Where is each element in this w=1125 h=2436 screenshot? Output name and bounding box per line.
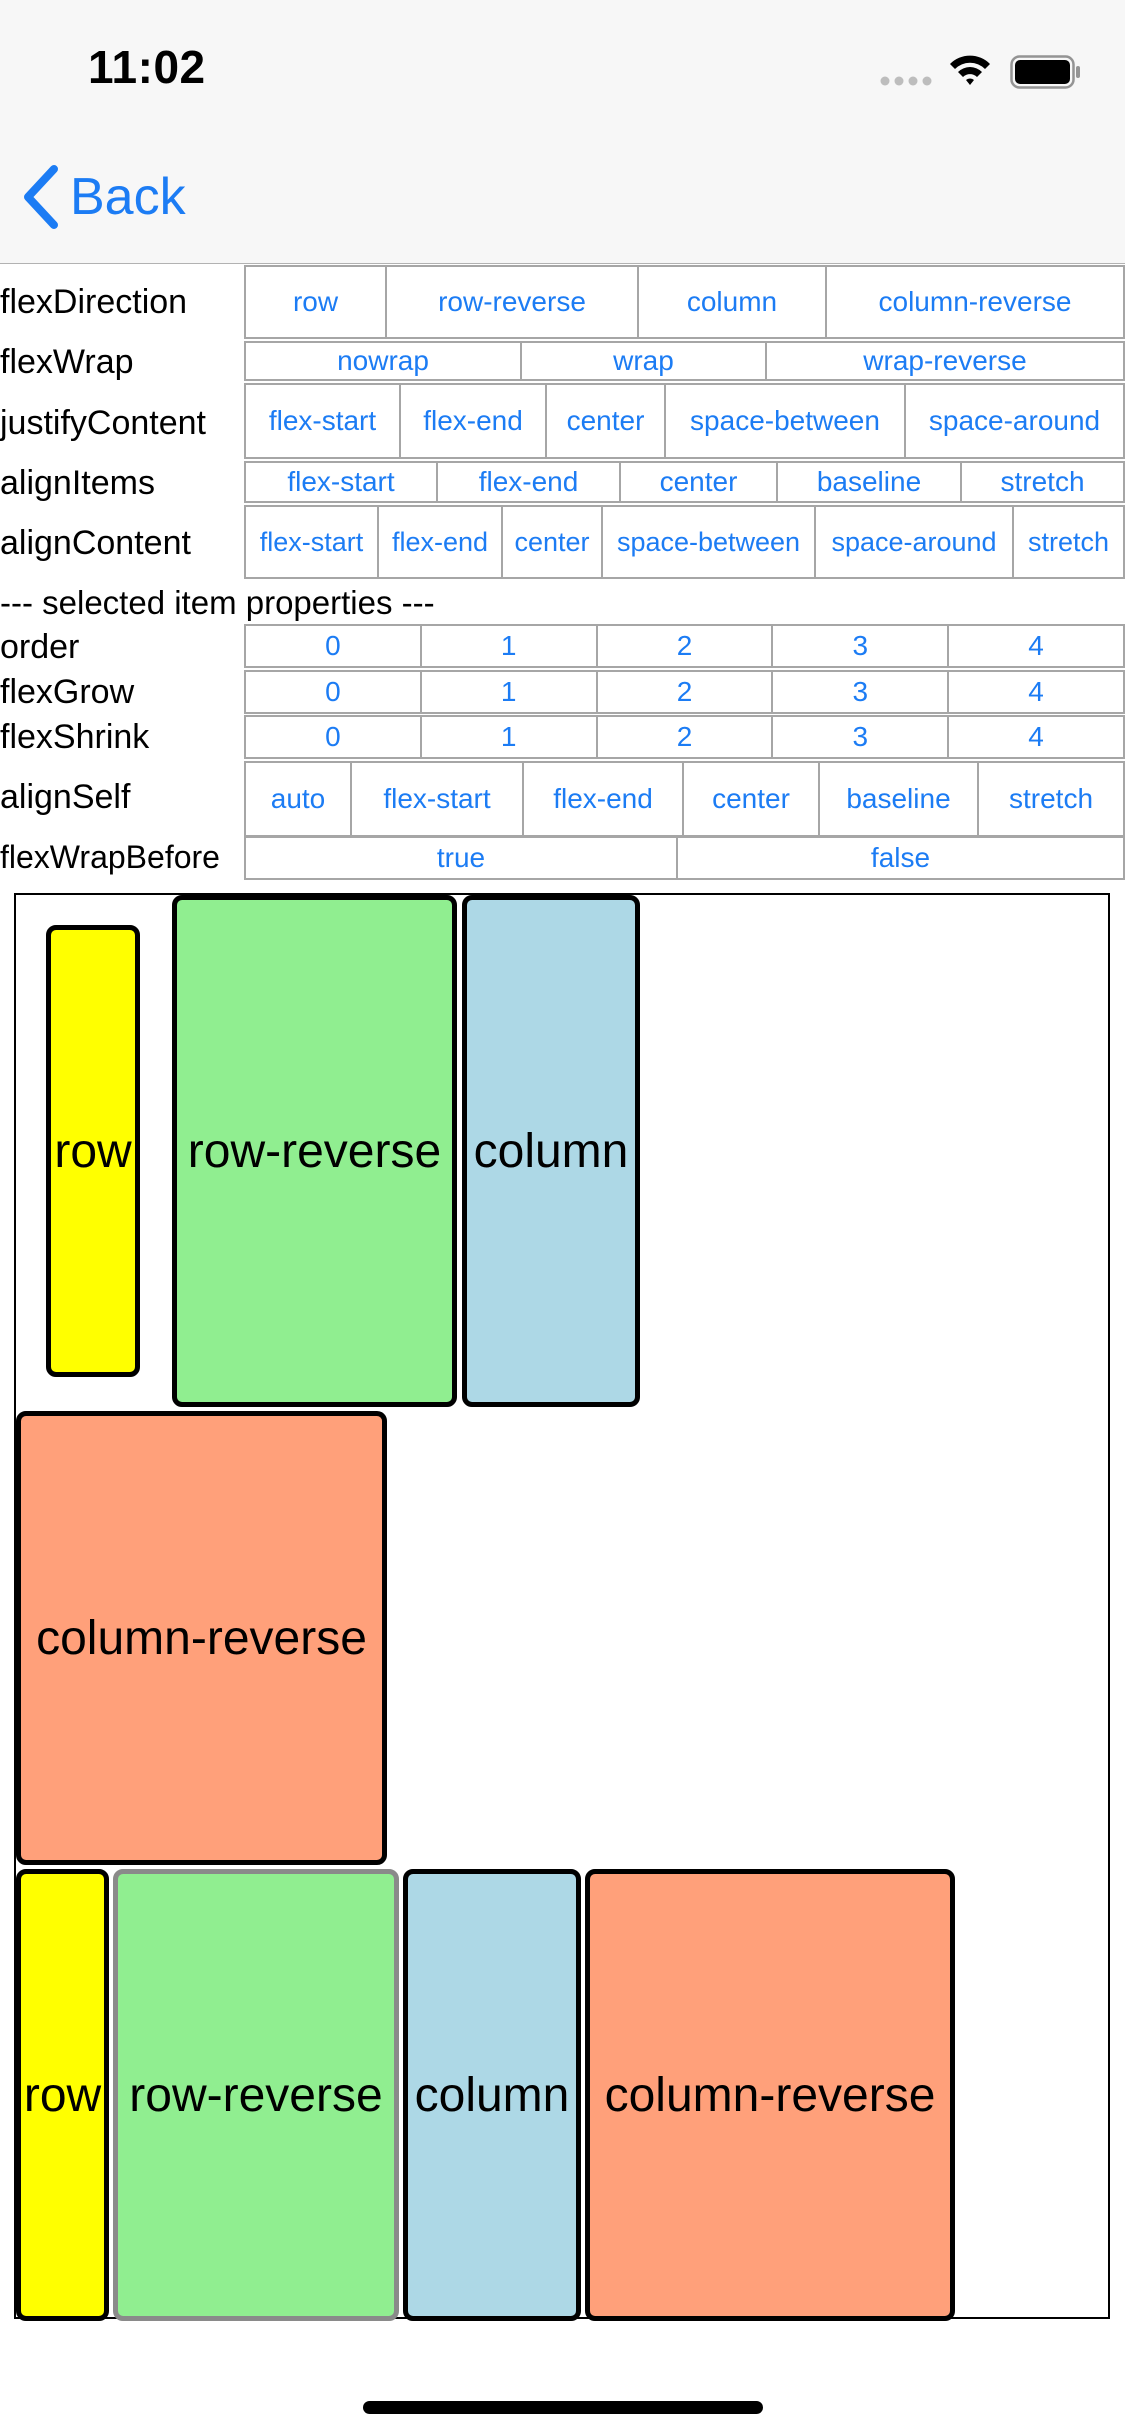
segmented-order: 0 1 2 3 4 (244, 624, 1125, 668)
label-flex-wrap-before: flexWrapBefore (0, 839, 220, 875)
back-button[interactable]: Back (22, 165, 186, 229)
flex-demo-container: row row-reverse column column-reverse ro… (14, 893, 1110, 2321)
option-flex-end[interactable]: flex-end (379, 507, 503, 577)
option-center[interactable]: center (621, 463, 778, 501)
segmented-justify-content: flex-start flex-end center space-between… (244, 383, 1125, 459)
option-column[interactable]: column (639, 267, 827, 337)
option-2[interactable]: 2 (597, 672, 774, 712)
option-stretch[interactable]: stretch (1014, 507, 1125, 577)
option-0[interactable]: 0 (246, 672, 422, 712)
wifi-icon (948, 52, 992, 91)
option-auto[interactable]: auto (246, 763, 352, 835)
option-flex-start[interactable]: flex-start (246, 463, 438, 501)
option-space-between[interactable]: space-between (603, 507, 816, 577)
option-2[interactable]: 2 (597, 626, 774, 666)
option-center[interactable]: center (547, 385, 666, 457)
option-wrap[interactable]: wrap (522, 343, 767, 379)
option-4[interactable]: 4 (949, 626, 1125, 666)
option-flex-start[interactable]: flex-start (246, 385, 401, 457)
option-center[interactable]: center (684, 763, 820, 835)
option-stretch[interactable]: stretch (979, 763, 1125, 835)
label-order: order (0, 628, 80, 666)
label-flex-grow: flexGrow (0, 673, 135, 711)
option-row-reverse[interactable]: row-reverse (387, 267, 639, 337)
segmented-align-items: flex-start flex-end center baseline stre… (244, 461, 1125, 503)
option-baseline[interactable]: baseline (778, 463, 962, 501)
chevron-left-icon (24, 165, 58, 229)
demo-item-row-reverse[interactable]: row-reverse (172, 895, 457, 1407)
demo-item-column[interactable]: column (403, 1869, 581, 2321)
status-time: 11:02 (88, 41, 206, 93)
label-align-self: alignSelf (0, 778, 131, 816)
label-align-content: alignContent (0, 524, 191, 562)
segmented-flex-shrink: 0 1 2 3 4 (244, 715, 1125, 759)
demo-item-column-reverse[interactable]: column-reverse (16, 1411, 387, 1865)
option-3[interactable]: 3 (773, 626, 950, 666)
demo-item-column[interactable]: column (462, 895, 640, 1407)
label-flex-shrink: flexShrink (0, 718, 150, 756)
option-baseline[interactable]: baseline (820, 763, 979, 835)
option-3[interactable]: 3 (773, 672, 950, 712)
option-0[interactable]: 0 (246, 717, 422, 757)
option-4[interactable]: 4 (949, 717, 1125, 757)
option-1[interactable]: 1 (421, 717, 598, 757)
cellular-signal-icon (880, 74, 932, 92)
segmented-flex-grow: 0 1 2 3 4 (244, 670, 1125, 714)
label-align-items: alignItems (0, 464, 155, 502)
demo-item-row[interactable]: row (46, 925, 140, 1377)
option-space-around[interactable]: space-around (906, 385, 1125, 457)
demo-item-row-reverse-selected[interactable]: row-reverse (113, 1869, 399, 2321)
segmented-flex-direction: row row-reverse column column-reverse (244, 265, 1125, 339)
option-space-between[interactable]: space-between (666, 385, 906, 457)
option-0[interactable]: 0 (246, 626, 422, 666)
option-1[interactable]: 1 (421, 626, 598, 666)
option-3[interactable]: 3 (773, 717, 950, 757)
option-true[interactable]: true (246, 838, 678, 878)
label-justify-content: justifyContent (0, 404, 206, 442)
demo-item-column-reverse[interactable]: column-reverse (585, 1869, 955, 2321)
option-2[interactable]: 2 (597, 717, 774, 757)
option-flex-start[interactable]: flex-start (246, 507, 379, 577)
option-center[interactable]: center (503, 507, 603, 577)
option-flex-start[interactable]: flex-start (352, 763, 524, 835)
segmented-flex-wrap-before: true false (244, 836, 1125, 880)
option-wrap-reverse[interactable]: wrap-reverse (767, 343, 1125, 379)
segmented-flex-wrap: nowrap wrap wrap-reverse (244, 341, 1125, 381)
battery-icon (1010, 55, 1082, 94)
option-row[interactable]: row (246, 267, 387, 337)
option-1[interactable]: 1 (421, 672, 598, 712)
option-stretch[interactable]: stretch (962, 463, 1125, 501)
segmented-align-self: auto flex-start flex-end center baseline… (244, 761, 1125, 837)
option-space-around[interactable]: space-around (816, 507, 1014, 577)
demo-item-row[interactable]: row (16, 1869, 109, 2321)
home-indicator[interactable] (363, 2401, 763, 2414)
navigation-bar (0, 0, 1125, 264)
segmented-align-content: flex-start flex-end center space-between… (244, 505, 1125, 579)
section-title: --- selected item properties --- (0, 584, 435, 621)
option-false[interactable]: false (678, 838, 1125, 878)
option-flex-end[interactable]: flex-end (401, 385, 547, 457)
back-label: Back (70, 168, 186, 226)
option-flex-end[interactable]: flex-end (438, 463, 621, 501)
option-nowrap[interactable]: nowrap (246, 343, 522, 379)
label-flex-wrap: flexWrap (0, 343, 134, 381)
label-flex-direction: flexDirection (0, 283, 188, 321)
option-column-reverse[interactable]: column-reverse (827, 267, 1125, 337)
option-flex-end[interactable]: flex-end (524, 763, 684, 835)
option-4[interactable]: 4 (949, 672, 1125, 712)
